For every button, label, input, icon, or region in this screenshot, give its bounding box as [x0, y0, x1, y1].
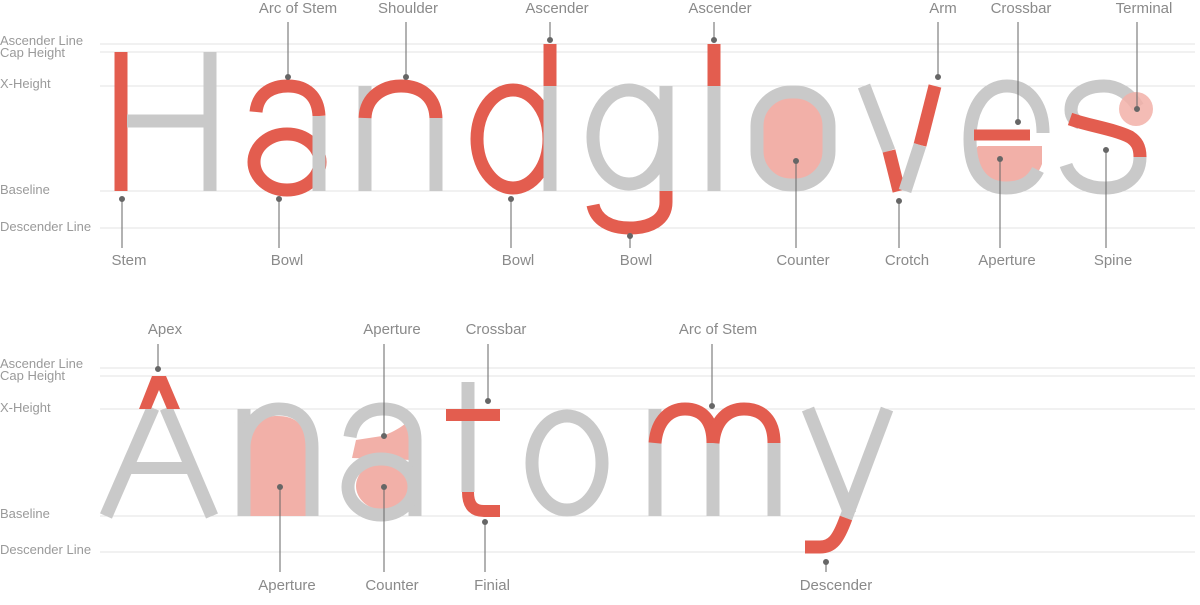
ascender-line-label: Ascender Line: [0, 33, 83, 48]
leader-bowl-g: [627, 233, 633, 248]
glyph-o-2: [525, 409, 609, 517]
annotations-word2: [155, 344, 829, 572]
label-ascender-d: Ascender: [525, 0, 588, 17]
glyph-v: [857, 83, 942, 194]
label-counter-2: Counter: [365, 577, 418, 594]
descender-line-label: Descender Line: [0, 219, 91, 234]
glyph-n-2: [237, 402, 319, 516]
leader-apex: [155, 344, 161, 372]
label-aperture-bottom: Aperture: [258, 577, 316, 594]
apex-highlight: [139, 376, 180, 409]
glyph-t: [446, 382, 500, 517]
glyph-o: [750, 85, 836, 192]
baseline-label-2: Baseline: [0, 506, 50, 521]
word-anatomy: [100, 376, 894, 554]
label-stem: Stem: [111, 252, 146, 269]
glyph-a-2: [341, 402, 422, 522]
leader-aperture-top: [381, 344, 387, 439]
leader-stem: [119, 196, 125, 248]
label-shoulder: Shoulder: [378, 0, 438, 17]
glyph-H: [114, 52, 217, 191]
label-descender: Descender: [800, 577, 873, 594]
cap-height-label: Cap Height: [0, 45, 65, 60]
leader-bowl-d: [508, 196, 514, 248]
label-counter: Counter: [776, 252, 829, 269]
label-arc-of-stem-2: Arc of Stem: [679, 321, 757, 338]
guide-labels-word2: Ascender Line Cap Height X-Height Baseli…: [0, 356, 91, 557]
leader-ascender-l: [711, 22, 717, 43]
label-bowl-g: Bowl: [620, 252, 653, 269]
leader-shoulder: [403, 22, 409, 80]
glyph-e: [963, 79, 1050, 195]
label-aperture-top: Aperture: [363, 321, 421, 338]
glyph-m: [648, 402, 781, 516]
leader-crossbar-2: [485, 344, 491, 404]
label-apex: Apex: [148, 321, 183, 338]
leader-aperture: [997, 156, 1003, 248]
leader-finial: [482, 519, 488, 572]
label-aperture: Aperture: [978, 252, 1036, 269]
leader-terminal: [1134, 22, 1140, 112]
guide-labels-word1: Ascender Line Cap Height X-Height Baseli…: [0, 33, 91, 234]
leader-counter-2: [381, 484, 387, 572]
leader-ascender-d: [547, 22, 553, 43]
leader-arc-of-stem: [285, 22, 291, 80]
word-handgloves: [114, 44, 1153, 235]
glyph-n: [358, 79, 443, 191]
glyph-d: [470, 44, 557, 195]
labels-word1: Arc of Stem Shoulder Ascender Ascender A…: [111, 0, 1172, 269]
x-height-label: X-Height: [0, 76, 51, 91]
leader-bowl-a: [276, 196, 282, 248]
label-crossbar: Crossbar: [991, 0, 1052, 17]
leader-crossbar: [1015, 22, 1021, 125]
leader-descender: [823, 559, 829, 572]
leader-arm: [935, 22, 941, 80]
glyph-g: [586, 83, 673, 235]
leader-crotch: [896, 198, 902, 248]
annotations-word1: [119, 22, 1140, 248]
glyph-A: [100, 376, 218, 519]
leader-aperture-bottom: [277, 484, 283, 572]
cap-height-label-2: Cap Height: [0, 368, 65, 383]
label-arc-of-stem: Arc of Stem: [259, 0, 337, 17]
glyph-s: [1059, 79, 1153, 195]
descender-line-label-2: Descender Line: [0, 542, 91, 557]
x-height-label-2: X-Height: [0, 400, 51, 415]
glyph-a: [247, 79, 327, 197]
label-spine: Spine: [1094, 252, 1132, 269]
label-terminal: Terminal: [1116, 0, 1173, 17]
ascender-line-label-2: Ascender Line: [0, 356, 83, 371]
label-crossbar-2: Crossbar: [466, 321, 527, 338]
label-arm: Arm: [929, 0, 957, 17]
leader-counter: [793, 158, 799, 248]
label-crotch: Crotch: [885, 252, 929, 269]
glyph-y: [801, 406, 894, 554]
label-finial: Finial: [474, 577, 510, 594]
leader-spine: [1103, 147, 1109, 248]
labels-word2: Apex Aperture Crossbar Arc of Stem Apert…: [148, 321, 872, 594]
leader-arc-of-stem-2: [709, 344, 715, 409]
label-bowl-a: Bowl: [271, 252, 304, 269]
label-ascender-l: Ascender: [688, 0, 751, 17]
label-bowl-d: Bowl: [502, 252, 535, 269]
baseline-label: Baseline: [0, 182, 50, 197]
